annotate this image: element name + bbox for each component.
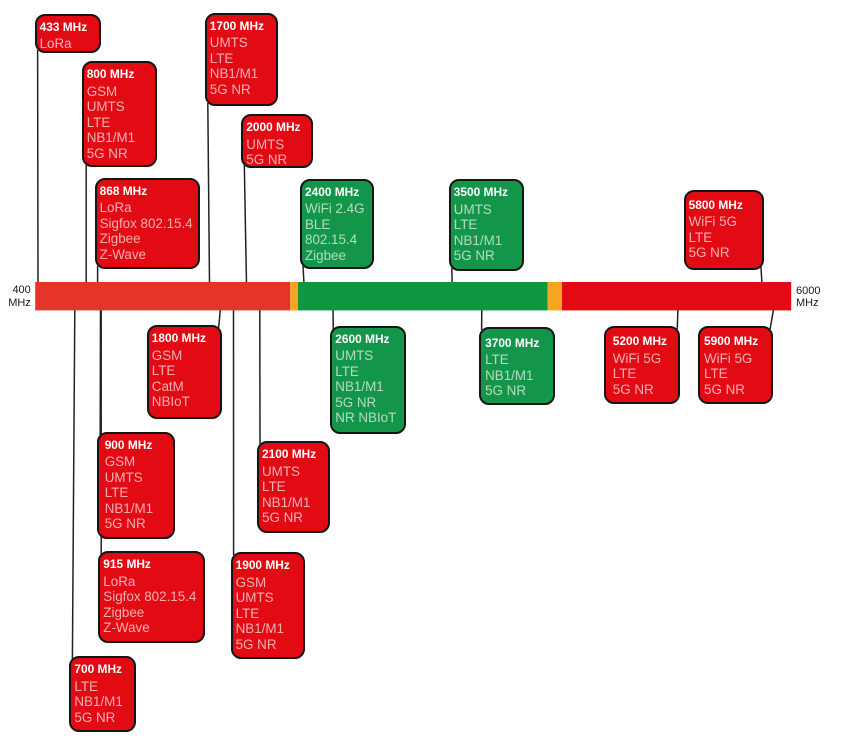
svg-text:MHz: MHz [796, 297, 819, 309]
svg-text:MHz: MHz [8, 297, 31, 309]
svg-text:6000: 6000 [796, 285, 820, 297]
svg-text:400: 400 [12, 284, 30, 296]
